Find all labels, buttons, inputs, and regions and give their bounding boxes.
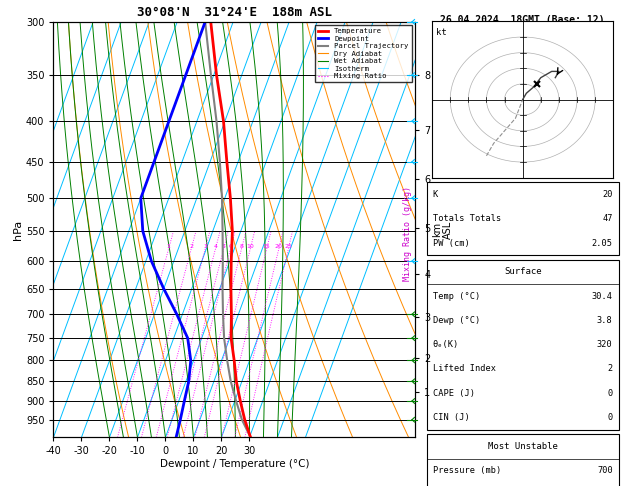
Text: Lifted Index: Lifted Index <box>433 364 496 373</box>
Text: 4: 4 <box>213 244 217 249</box>
Text: 20: 20 <box>602 190 613 199</box>
X-axis label: Dewpoint / Temperature (°C): Dewpoint / Temperature (°C) <box>160 459 309 469</box>
Text: 700: 700 <box>597 466 613 475</box>
Text: 30°08'N  31°24'E  188m ASL: 30°08'N 31°24'E 188m ASL <box>136 6 332 19</box>
Text: CIN (J): CIN (J) <box>433 413 469 422</box>
Text: K: K <box>433 190 438 199</box>
Text: 2.05: 2.05 <box>592 239 613 247</box>
Text: 25: 25 <box>284 244 292 249</box>
Text: PW (cm): PW (cm) <box>433 239 469 247</box>
Text: Dewp (°C): Dewp (°C) <box>433 316 480 325</box>
Text: θₑ(K): θₑ(K) <box>433 340 459 349</box>
Text: 15: 15 <box>263 244 270 249</box>
Text: Surface: Surface <box>504 267 542 277</box>
Text: 26.04.2024  18GMT (Base: 12): 26.04.2024 18GMT (Base: 12) <box>440 16 605 25</box>
Text: 3.8: 3.8 <box>597 316 613 325</box>
Text: CAPE (J): CAPE (J) <box>433 389 475 398</box>
Text: 5: 5 <box>221 244 225 249</box>
Text: 1: 1 <box>167 244 170 249</box>
Text: Temp (°C): Temp (°C) <box>433 292 480 301</box>
Text: 20: 20 <box>275 244 282 249</box>
Text: 320: 320 <box>597 340 613 349</box>
Text: 47: 47 <box>602 214 613 223</box>
Text: 0: 0 <box>608 413 613 422</box>
Y-axis label: km
ASL: km ASL <box>431 221 454 239</box>
Text: Pressure (mb): Pressure (mb) <box>433 466 501 475</box>
Text: Mixing Ratio (g/kg): Mixing Ratio (g/kg) <box>403 186 412 281</box>
Bar <box>426 260 619 430</box>
Text: kt: kt <box>436 28 447 36</box>
Text: 10: 10 <box>247 244 254 249</box>
Text: Most Unstable: Most Unstable <box>487 442 558 451</box>
Text: 30.4: 30.4 <box>592 292 613 301</box>
Text: 2: 2 <box>189 244 193 249</box>
Legend: Temperature, Dewpoint, Parcel Trajectory, Dry Adiabat, Wet Adiabat, Isotherm, Mi: Temperature, Dewpoint, Parcel Trajectory… <box>314 25 411 82</box>
Text: 0: 0 <box>608 389 613 398</box>
Bar <box>426 434 619 486</box>
Text: 6: 6 <box>228 244 232 249</box>
Y-axis label: hPa: hPa <box>13 220 23 240</box>
Text: 2: 2 <box>608 364 613 373</box>
Text: 3: 3 <box>203 244 207 249</box>
Text: Totals Totals: Totals Totals <box>433 214 501 223</box>
Text: 8: 8 <box>240 244 243 249</box>
Bar <box>426 182 619 255</box>
